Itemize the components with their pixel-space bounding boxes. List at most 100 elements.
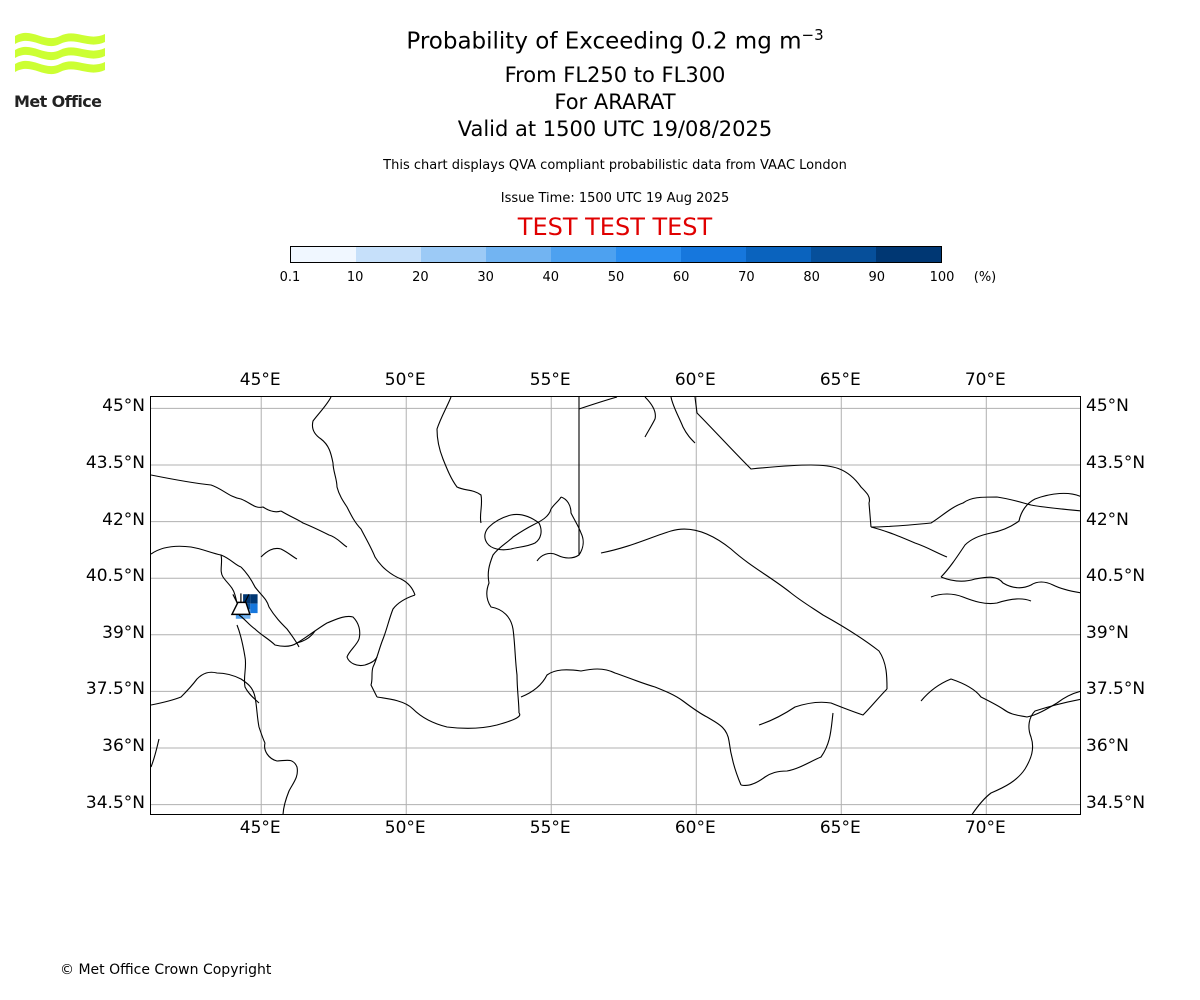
- lat-tick-label-right: 36°N: [1086, 736, 1129, 757]
- lon-tick-label-bottom: 45°E: [239, 818, 281, 838]
- lon-tick-label-top: 70°E: [964, 370, 1006, 390]
- lat-tick-label-right: 43.5°N: [1086, 452, 1146, 473]
- caspian-northeast-coast: [536, 496, 584, 562]
- lon-tick-label-top: 60°E: [674, 370, 716, 390]
- chart-title: Probability of Exceeding 0.2 mg m−3: [0, 26, 1200, 55]
- lat-tick-label-left: 39°N: [102, 622, 145, 643]
- logo-text: Met Office: [14, 92, 102, 111]
- lat-tick-label-left: 42°N: [102, 509, 145, 530]
- met-office-wave-icon: [15, 32, 105, 75]
- iraq-syria-border: [151, 738, 160, 768]
- volcano-plume-line: [232, 594, 238, 603]
- kyrgyz-border: [870, 496, 1080, 528]
- probability-colorbar: [290, 246, 942, 263]
- title-line3: For ARARAT: [554, 90, 676, 114]
- aral-north-border: [578, 397, 618, 410]
- volcano-marker: [230, 593, 251, 616]
- test-banner: TEST TEST TEST: [517, 213, 713, 241]
- colorbar-cell: [421, 247, 486, 262]
- coastlines-and-borders: [151, 397, 1080, 814]
- met-office-logo: Met Office: [14, 30, 109, 112]
- azerbaijan-iran-border: [296, 615, 378, 667]
- colorbar-tick-label: 100: [929, 270, 955, 285]
- lat-tick-label-right: 42°N: [1086, 509, 1129, 530]
- uzbek-kazakh-inner-border: [870, 526, 948, 558]
- caspian-west-coast: [311, 397, 416, 596]
- colorbar-cell: [616, 247, 681, 262]
- caspian-north-coast: [436, 397, 483, 524]
- volcano-icon: [230, 601, 251, 616]
- lat-tick-label-left: 36°N: [102, 736, 145, 757]
- lon-tick-label-top: 55°E: [529, 370, 571, 390]
- lon-tick-label-bottom: 70°E: [964, 818, 1006, 838]
- volcano-plume-line: [244, 594, 250, 603]
- kara-bogaz-gol: [484, 513, 542, 551]
- iran-turkmen-border: [520, 668, 742, 786]
- lat-tick-label-left: 45°N: [102, 396, 145, 417]
- tajik-uzbek-border: [940, 576, 1080, 594]
- colorbar-tick-label: 0.1: [279, 270, 301, 285]
- colorbar-cell: [486, 247, 551, 262]
- colorbar-cell: [811, 247, 876, 262]
- armenia-azerbaijan-border: [240, 566, 300, 648]
- map-canvas: [151, 397, 1080, 814]
- caspian-south-coast: [376, 696, 521, 729]
- probability-cell: [250, 603, 258, 614]
- copyright: © Met Office Crown Copyright: [60, 962, 272, 978]
- lon-tick-label-top: 65°E: [819, 370, 861, 390]
- colorbar-tick-label: 70: [738, 270, 755, 285]
- caspian-east-coast: [486, 496, 562, 714]
- issue-time: Issue Time: 1500 UTC 19 Aug 2025: [500, 191, 730, 206]
- lon-tick-label-bottom: 50°E: [384, 818, 426, 838]
- caspian-southwest-coast: [370, 594, 416, 698]
- colorbar-cell: [681, 247, 746, 262]
- lat-tick-label-right: 34.5°N: [1086, 792, 1146, 813]
- colorbar-tick-label: 90: [868, 270, 886, 285]
- map-panel: [150, 396, 1081, 815]
- black-sea-south-coast: [151, 545, 242, 568]
- title-line1: Probability of Exceeding 0.2 mg m: [406, 28, 802, 55]
- title-line2: From FL250 to FL300: [504, 63, 726, 87]
- colorbar-cell: [551, 247, 616, 262]
- lat-tick-label-left: 34.5°N: [85, 792, 145, 813]
- uzbek-turkmen-border: [600, 528, 888, 690]
- colorbar-tick-label: 30: [477, 270, 494, 285]
- black-sea-coast: [151, 474, 282, 513]
- lat-tick-label-right: 40.5°N: [1086, 566, 1146, 587]
- probability-cell: [250, 594, 258, 604]
- graticule: [151, 397, 1080, 814]
- armenia-georgia-border: [260, 547, 298, 560]
- caucasus-range-border: [280, 510, 348, 548]
- colorbar-tick-label: 20: [412, 270, 429, 285]
- colorbar-tick-label: 40: [542, 270, 560, 285]
- colorbar-tick-label: 60: [672, 270, 690, 285]
- title-superscript: −3: [801, 26, 824, 44]
- nakhchivan-border: [238, 614, 316, 647]
- tajik-afghan-border: [920, 678, 1080, 718]
- fergana-border: [940, 492, 1080, 578]
- colorbar-cell: [746, 247, 811, 262]
- turkey-iran-border: [151, 671, 266, 744]
- afghan-iran-border: [740, 712, 834, 787]
- aral-sea-shore: [644, 397, 696, 444]
- lat-tick-label-left: 43.5°N: [85, 452, 145, 473]
- afghan-pakistan-border: [971, 698, 1080, 814]
- lat-tick-label-left: 37.5°N: [85, 679, 145, 700]
- uzbekistan-kazakh-border: [694, 397, 872, 528]
- title-line4: Valid at 1500 UTC 19/08/2025: [457, 117, 773, 141]
- lon-tick-label-bottom: 60°E: [674, 818, 716, 838]
- chart-description: This chart displays QVA compliant probab…: [383, 158, 847, 173]
- lon-tick-label-top: 45°E: [239, 370, 281, 390]
- kyrgyz-tajik-border: [930, 593, 1032, 605]
- lat-tick-label-right: 39°N: [1086, 622, 1129, 643]
- colorbar-tick-label: 80: [803, 270, 820, 285]
- lon-tick-label-bottom: 55°E: [529, 818, 571, 838]
- colorbar-cell: [876, 247, 941, 262]
- colorbar-cell: [291, 247, 356, 262]
- colorbar-tick-label: 50: [607, 270, 625, 285]
- colorbar-tick-label: 10: [346, 270, 364, 285]
- lon-tick-label-top: 50°E: [384, 370, 426, 390]
- lon-tick-label-bottom: 65°E: [819, 818, 861, 838]
- colorbar-cell: [356, 247, 421, 262]
- afghan-north-border: [758, 688, 888, 726]
